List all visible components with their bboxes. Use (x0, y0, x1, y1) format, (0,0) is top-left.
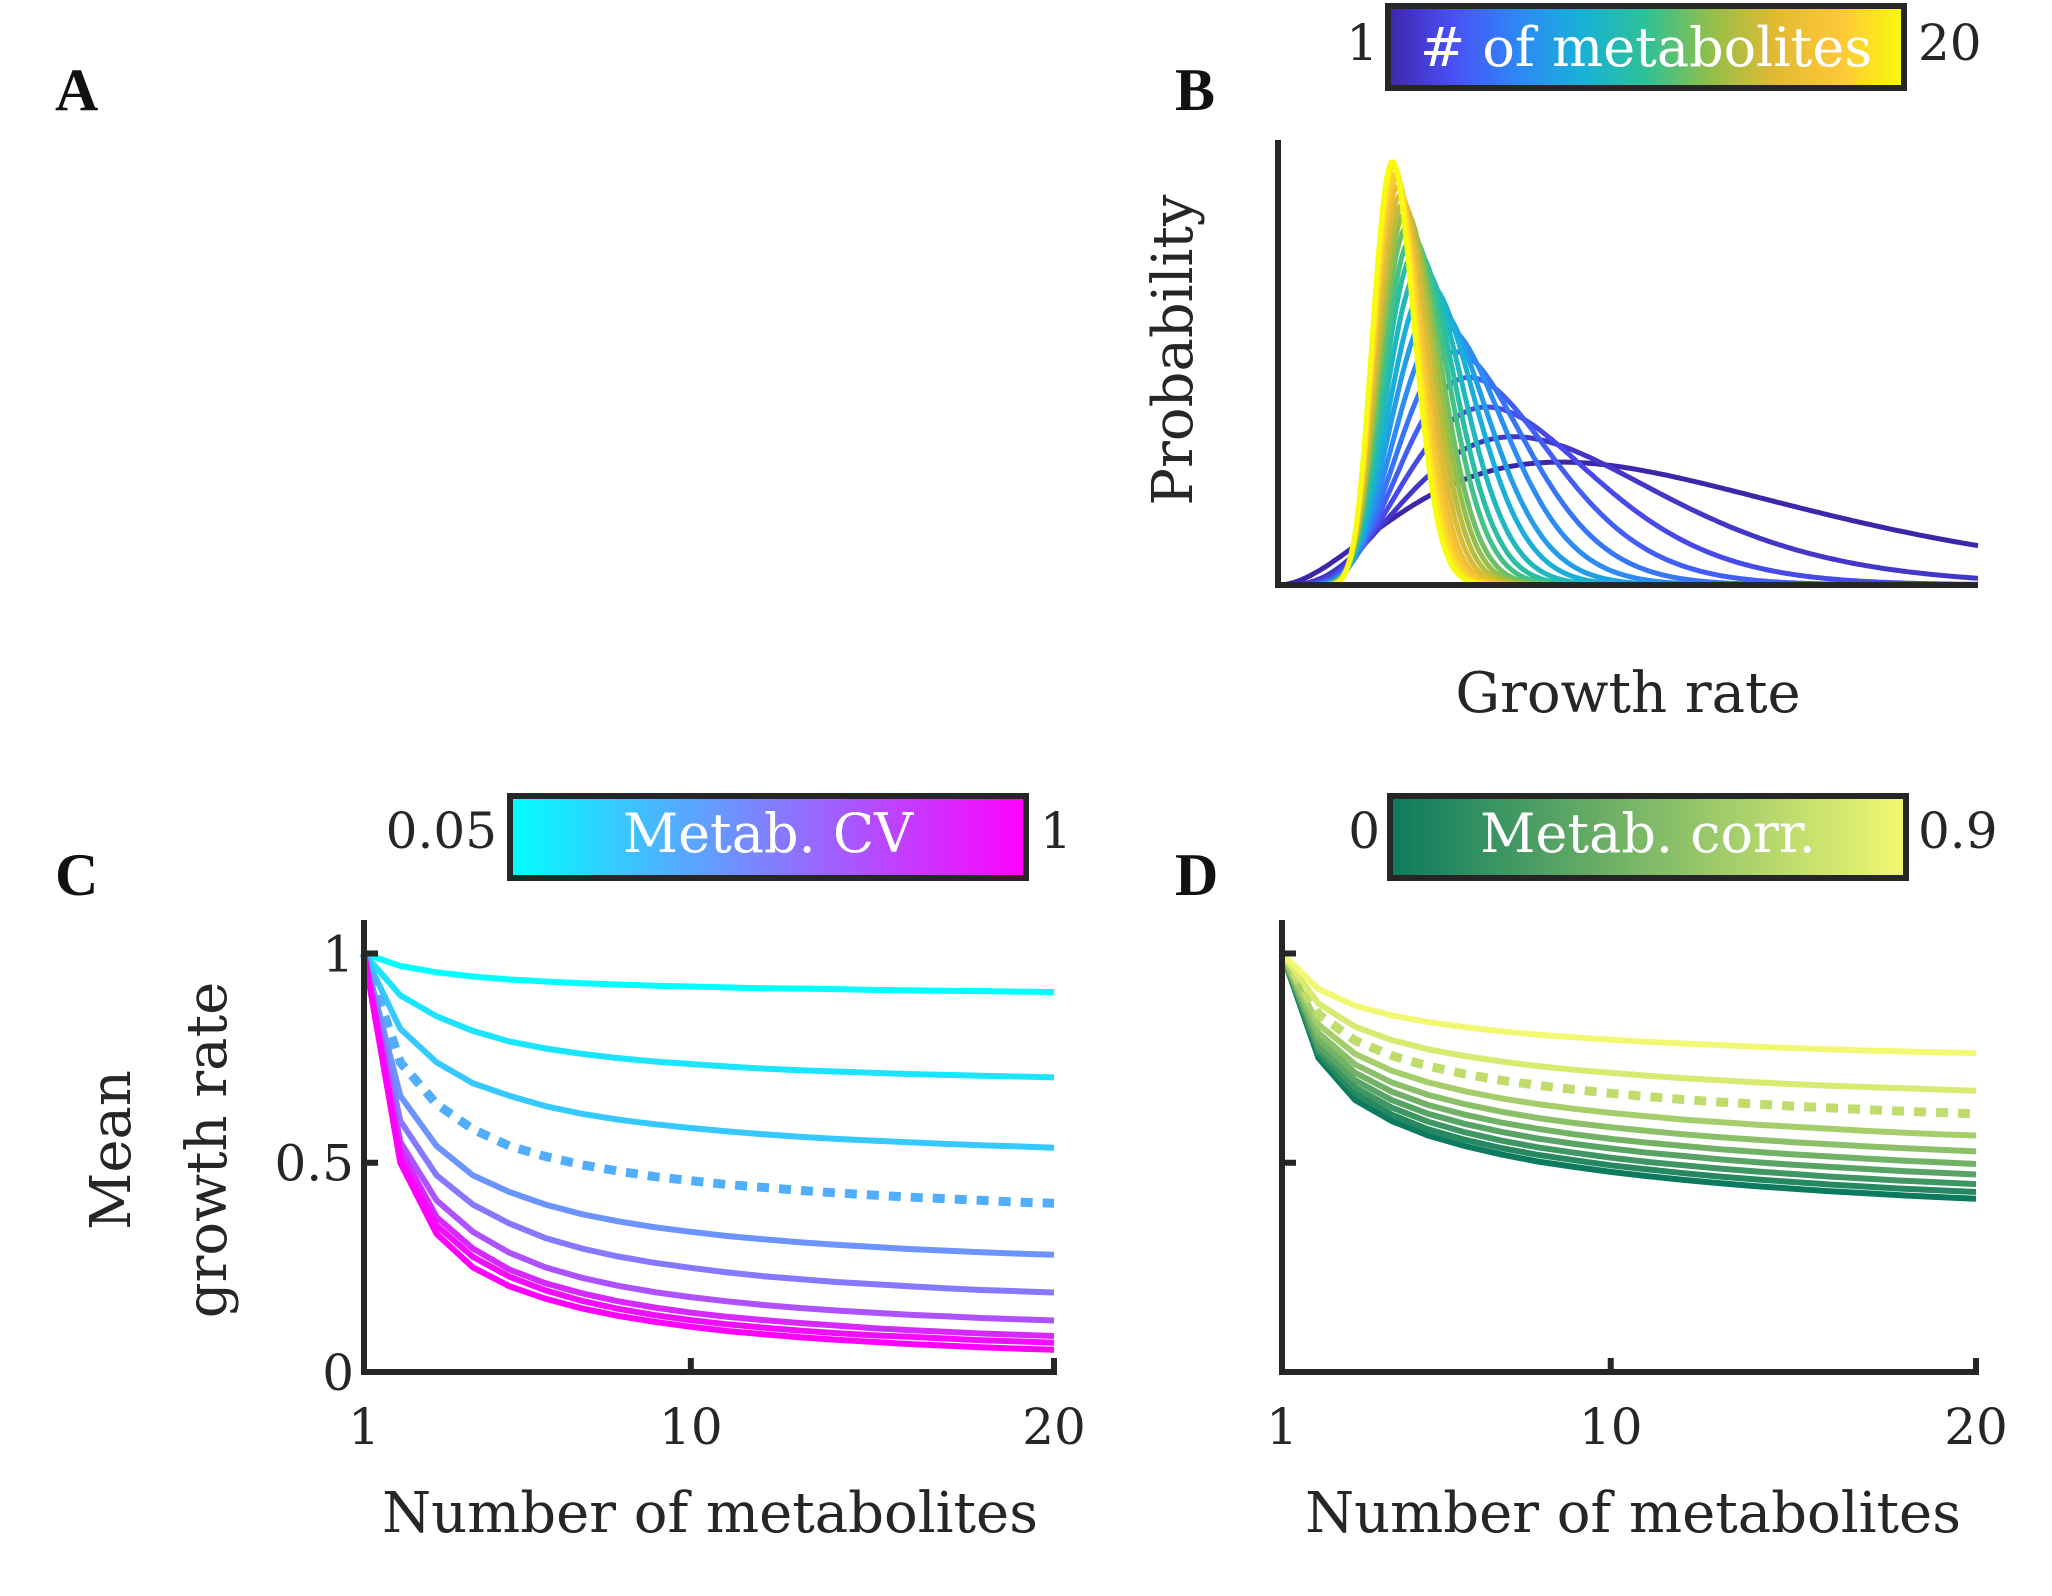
panel-c: Metab. CV 0.05 1 1 10 20 0 0.5 1 Mean growth … (79, 793, 1086, 1546)
series-line-corr-0.2 (1279, 952, 1977, 1188)
x-tick-label: 20 (1944, 1398, 2008, 1456)
panel-label-b: B (1175, 57, 1215, 123)
x-tick-label: 10 (1579, 1398, 1643, 1456)
colorbar-d: Metab. corr. 0 0.9 (1348, 793, 1998, 881)
colorbar-c: Metab. CV 0.05 1 (386, 793, 1072, 881)
x-tick-label: 1 (348, 1398, 380, 1456)
y-tick-label: 0 (322, 1344, 354, 1402)
y-tick-label: 1 (322, 925, 354, 983)
b-curve-3 (1278, 404, 1978, 588)
panel-c-curves (359, 950, 1055, 1353)
colorbar-c-max-label: 1 (1040, 802, 1072, 860)
series-line-corr-0.3 (1279, 952, 1977, 1178)
panel-d-xlabel: Number of metabolites (1305, 1481, 1961, 1546)
colorbar-b-max-label: 20 (1918, 14, 1982, 72)
colorbar-b-bar (1385, 3, 1907, 91)
panel-b-curves (1277, 159, 1979, 588)
panel-c-ylabel-line2: growth rate (175, 982, 240, 1318)
series-line-cv-0.85 (361, 952, 1055, 1339)
b-curve-1 (1277, 459, 1979, 588)
x-tick-label: 1 (1266, 1398, 1298, 1456)
colorbar-b-min-label: 1 (1346, 14, 1378, 72)
panel-d-axes: 1 10 20 (1266, 920, 2008, 1456)
series-line-corr-0.8 (1279, 951, 1977, 1094)
series-line-cv-0.05 (363, 950, 1055, 995)
panel-label-d: D (1175, 842, 1218, 908)
series-line-corr-0.4 (1279, 952, 1977, 1167)
panel-b: # of metabolites 1 20 Probability Growth… (1141, 3, 1982, 726)
series-line-cv-0.35 (359, 952, 1055, 1208)
colorbar-c-min-label: 0.05 (386, 802, 497, 860)
series-line-corr-0 (1279, 952, 1977, 1202)
colorbar-c-title: Metab. CV (623, 802, 914, 865)
panel-label-c: C (55, 842, 98, 908)
panel-c-axes: 1 10 20 0 0.5 1 (274, 920, 1086, 1456)
b-curve-2 (1278, 434, 1979, 588)
series-line-cv-1 (361, 952, 1055, 1353)
colorbar-d-bar (1387, 793, 1909, 881)
panel-c-ylabel-line1: Mean (79, 1070, 144, 1230)
y-tick-label: 0.5 (274, 1135, 354, 1193)
series-line-corr-0.7 (1278, 951, 1977, 1119)
colorbar-b-title: # of metabolites (1420, 16, 1872, 79)
colorbar-d-title: Metab. corr. (1480, 802, 1816, 865)
panel-b-axes (1275, 140, 1978, 588)
panel-b-xlabel: Growth rate (1455, 661, 1800, 726)
panel-label-a: A (55, 57, 98, 123)
panel-d: Metab. corr. 0 0.9 1 10 20 Number of metab… (1266, 793, 2008, 1546)
panel-c-xlabel: Number of metabolites (382, 1481, 1038, 1546)
x-tick-label: 10 (659, 1398, 723, 1456)
colorbar-c-bar (507, 793, 1029, 881)
series-line-corr-0.5 (1279, 952, 1977, 1155)
panel-d-curves (1278, 951, 1977, 1202)
x-tick-label: 20 (1022, 1398, 1086, 1456)
series-line-cv-0.45 (361, 952, 1055, 1258)
series-line-corr-0.1 (1279, 952, 1977, 1195)
series-line-corr-0.6 (1279, 952, 1977, 1139)
colorbar-d-min-label: 0 (1348, 802, 1380, 860)
colorbar-d-max-label: 0.9 (1918, 802, 1998, 860)
series-line-corr-0.9 (1279, 951, 1977, 1057)
series-line-cv-0.25 (361, 952, 1055, 1151)
series-line-cv-0.95 (361, 952, 1055, 1346)
panel-b-ylabel: Probability (1141, 194, 1206, 505)
series-line-cv-0.7 (361, 952, 1055, 1324)
series-line-cv-0.15 (361, 951, 1055, 1081)
colorbar-b: # of metabolites 1 20 (1346, 3, 1982, 91)
series-line-cv-0.55 (361, 952, 1055, 1296)
